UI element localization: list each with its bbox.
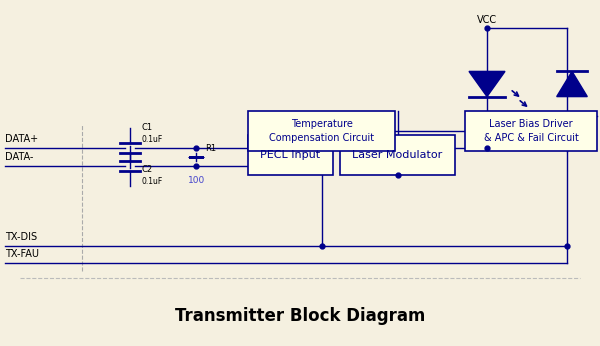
Text: DATA+: DATA+ bbox=[5, 134, 38, 144]
Text: Temperature
Compensation Circuit: Temperature Compensation Circuit bbox=[269, 119, 374, 143]
Text: C2: C2 bbox=[142, 165, 153, 174]
Text: 0.1uF: 0.1uF bbox=[142, 135, 163, 144]
Polygon shape bbox=[469, 71, 505, 97]
Bar bbox=[465, 111, 597, 151]
Text: Laser Bias Driver
& APC & Fail Circuit: Laser Bias Driver & APC & Fail Circuit bbox=[484, 119, 578, 143]
Text: Laser Modulator: Laser Modulator bbox=[352, 150, 443, 160]
Text: VCC: VCC bbox=[477, 15, 497, 25]
Text: DATA-: DATA- bbox=[5, 152, 34, 162]
Text: 0.1uF: 0.1uF bbox=[142, 177, 163, 186]
Bar bbox=[340, 135, 455, 175]
Text: C1: C1 bbox=[142, 123, 153, 132]
Text: 100: 100 bbox=[188, 176, 205, 185]
Text: TX-DIS: TX-DIS bbox=[5, 232, 37, 242]
Bar bbox=[248, 135, 333, 175]
Bar bbox=[248, 111, 395, 151]
Text: Transmitter Block Diagram: Transmitter Block Diagram bbox=[175, 307, 425, 325]
Polygon shape bbox=[557, 71, 587, 97]
Text: TX-FAU: TX-FAU bbox=[5, 249, 39, 259]
Text: R1: R1 bbox=[205, 144, 216, 153]
Text: PECL Input: PECL Input bbox=[260, 150, 320, 160]
